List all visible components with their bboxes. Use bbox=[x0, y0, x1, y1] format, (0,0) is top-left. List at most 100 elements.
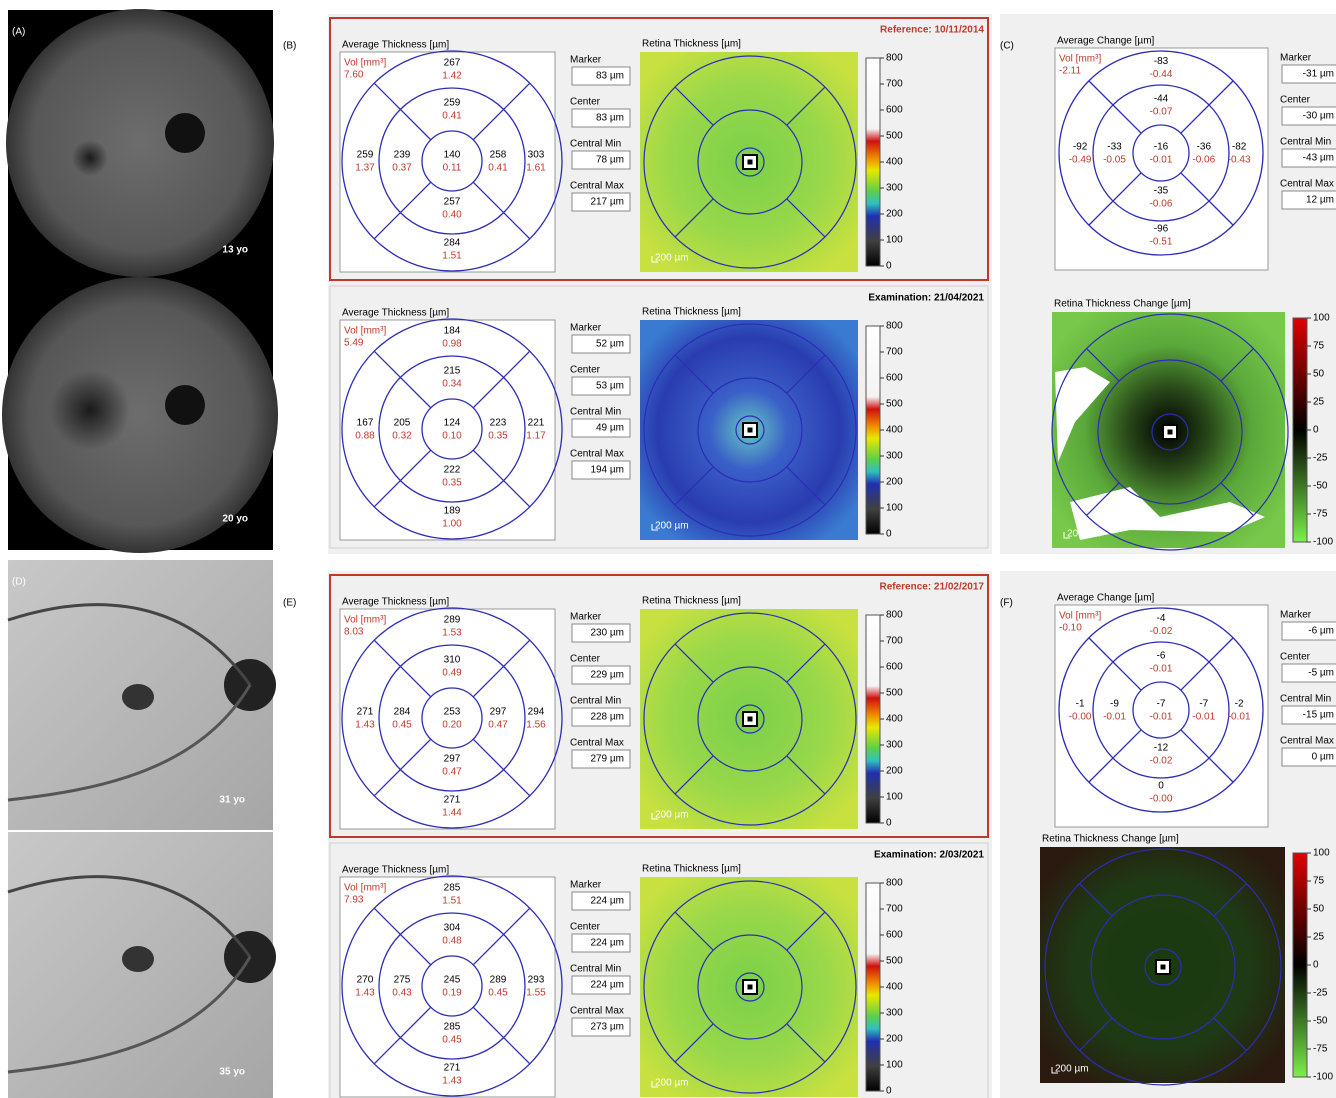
grid-title: Average Change [µm] bbox=[1057, 593, 1155, 604]
age-label: 20 yo bbox=[222, 514, 248, 525]
sector-volume: 1.51 bbox=[442, 896, 462, 907]
sector-thickness: 289 bbox=[444, 615, 461, 626]
field-label: Marker bbox=[570, 323, 602, 334]
colorbar bbox=[1293, 318, 1307, 542]
field-label: Central Min bbox=[1280, 694, 1331, 705]
field-value: 52 µm bbox=[596, 339, 624, 350]
colorbar-label: -100 bbox=[1313, 537, 1333, 548]
sector-volume: -0.43 bbox=[1228, 155, 1251, 166]
colorbar-label: -50 bbox=[1313, 1016, 1328, 1027]
colorbar-label: 400 bbox=[886, 982, 903, 993]
colorbar-label: 400 bbox=[886, 714, 903, 725]
vol-value: -2.11 bbox=[1059, 66, 1081, 77]
vol-label: Vol [mm³] bbox=[1059, 54, 1101, 65]
colorbar-label: 700 bbox=[886, 904, 903, 915]
map-title: Retina Thickness [µm] bbox=[642, 864, 741, 875]
field-value: 273 µm bbox=[590, 1022, 624, 1033]
sector-thickness: 140 bbox=[444, 150, 461, 161]
sector-thickness: 0 bbox=[1158, 780, 1164, 791]
panel-label: (C) bbox=[1000, 41, 1014, 52]
report-header: Reference: 21/02/2017 bbox=[879, 582, 984, 593]
sector-volume: -0.06 bbox=[1150, 198, 1173, 209]
sector-thickness: 310 bbox=[444, 655, 461, 666]
sector-thickness: 184 bbox=[444, 326, 461, 337]
field-label: Center bbox=[570, 922, 601, 933]
colorbar-label: -50 bbox=[1313, 481, 1328, 492]
colorbar-label: -75 bbox=[1313, 509, 1328, 520]
sector-thickness: 271 bbox=[357, 707, 374, 718]
sector-thickness: -44 bbox=[1154, 93, 1169, 104]
sector-thickness: 304 bbox=[444, 923, 461, 934]
sector-volume: -0.00 bbox=[1150, 793, 1173, 804]
field-label: Center bbox=[570, 97, 601, 108]
vol-label: Vol [mm³] bbox=[344, 615, 386, 626]
sector-volume: -0.02 bbox=[1150, 755, 1173, 766]
sector-thickness: 294 bbox=[528, 707, 545, 718]
sector-volume: 1.55 bbox=[526, 988, 546, 999]
scale-bar: 200 µm bbox=[655, 253, 689, 264]
sector-thickness: -7 bbox=[1157, 699, 1166, 710]
optic-disc bbox=[165, 385, 205, 425]
field-value: -6 µm bbox=[1308, 626, 1334, 637]
colorbar-label: 100 bbox=[886, 1060, 903, 1071]
sector-thickness: 124 bbox=[444, 418, 461, 429]
colorbar-label: 800 bbox=[886, 878, 903, 889]
vol-value: 7.93 bbox=[344, 895, 364, 906]
field-value: -30 µm bbox=[1303, 111, 1334, 122]
colorbar-label: 200 bbox=[886, 209, 903, 220]
report-header: Examination: 21/04/2021 bbox=[868, 293, 984, 304]
colorbar-label: 75 bbox=[1313, 341, 1325, 352]
colorbar-label: 300 bbox=[886, 451, 903, 462]
sector-volume: -0.00 bbox=[1069, 712, 1092, 723]
age-label: 13 yo bbox=[222, 245, 248, 256]
map-title: Retina Thickness Change [µm] bbox=[1054, 299, 1191, 310]
field-label: Center bbox=[1280, 95, 1311, 106]
age-label: 35 yo bbox=[219, 1067, 245, 1078]
colorbar-label: 400 bbox=[886, 157, 903, 168]
colorbar-label: 500 bbox=[886, 131, 903, 142]
colorbar-label: 0 bbox=[886, 818, 892, 829]
sector-volume: 0.49 bbox=[442, 668, 462, 679]
colorbar-label: 600 bbox=[886, 105, 903, 116]
scale-bar: 200 µm bbox=[655, 521, 689, 532]
sector-volume: 0.45 bbox=[392, 720, 412, 731]
vol-label: Vol [mm³] bbox=[344, 326, 386, 337]
sector-volume: 0.40 bbox=[442, 210, 462, 221]
sector-volume: 0.45 bbox=[442, 1035, 462, 1046]
sector-thickness: 271 bbox=[444, 795, 461, 806]
vol-value: 5.49 bbox=[344, 338, 364, 349]
sector-volume: 1.51 bbox=[442, 251, 462, 262]
vol-label: Vol [mm³] bbox=[1059, 611, 1101, 622]
field-value: 78 µm bbox=[596, 155, 624, 166]
sector-thickness: 222 bbox=[444, 465, 461, 476]
field-value: 49 µm bbox=[596, 423, 624, 434]
sector-thickness: -12 bbox=[1154, 742, 1169, 753]
sector-volume: 0.88 bbox=[355, 431, 375, 442]
colorbar-label: 0 bbox=[886, 261, 892, 272]
colorbar bbox=[866, 883, 880, 1091]
sector-volume: -0.01 bbox=[1150, 663, 1173, 674]
colorbar-label: -25 bbox=[1313, 453, 1328, 464]
field-value: 83 µm bbox=[596, 71, 624, 82]
colorbar-label: 200 bbox=[886, 477, 903, 488]
field-value: 224 µm bbox=[590, 980, 624, 991]
sector-volume: 0.11 bbox=[443, 163, 462, 174]
fovea-marker-dot bbox=[1161, 965, 1166, 970]
sector-thickness: 267 bbox=[444, 58, 461, 69]
sector-thickness: 223 bbox=[490, 418, 507, 429]
sector-thickness: 258 bbox=[490, 150, 507, 161]
field-label: Center bbox=[570, 654, 601, 665]
sector-volume: -0.01 bbox=[1228, 712, 1251, 723]
vol-value: 7.60 bbox=[344, 70, 364, 81]
sector-volume: 1.43 bbox=[355, 720, 375, 731]
field-label: Central Min bbox=[570, 696, 621, 707]
sector-thickness: 297 bbox=[490, 707, 507, 718]
panel-label: (A) bbox=[12, 27, 25, 38]
vol-value: -0.10 bbox=[1059, 623, 1082, 634]
sector-thickness: 259 bbox=[357, 150, 374, 161]
panel-label: (D) bbox=[12, 577, 26, 588]
sector-volume: -0.44 bbox=[1150, 69, 1173, 80]
sector-volume: 0.35 bbox=[488, 431, 508, 442]
field-value: -15 µm bbox=[1303, 710, 1334, 721]
colorbar-label: 100 bbox=[1313, 313, 1330, 324]
